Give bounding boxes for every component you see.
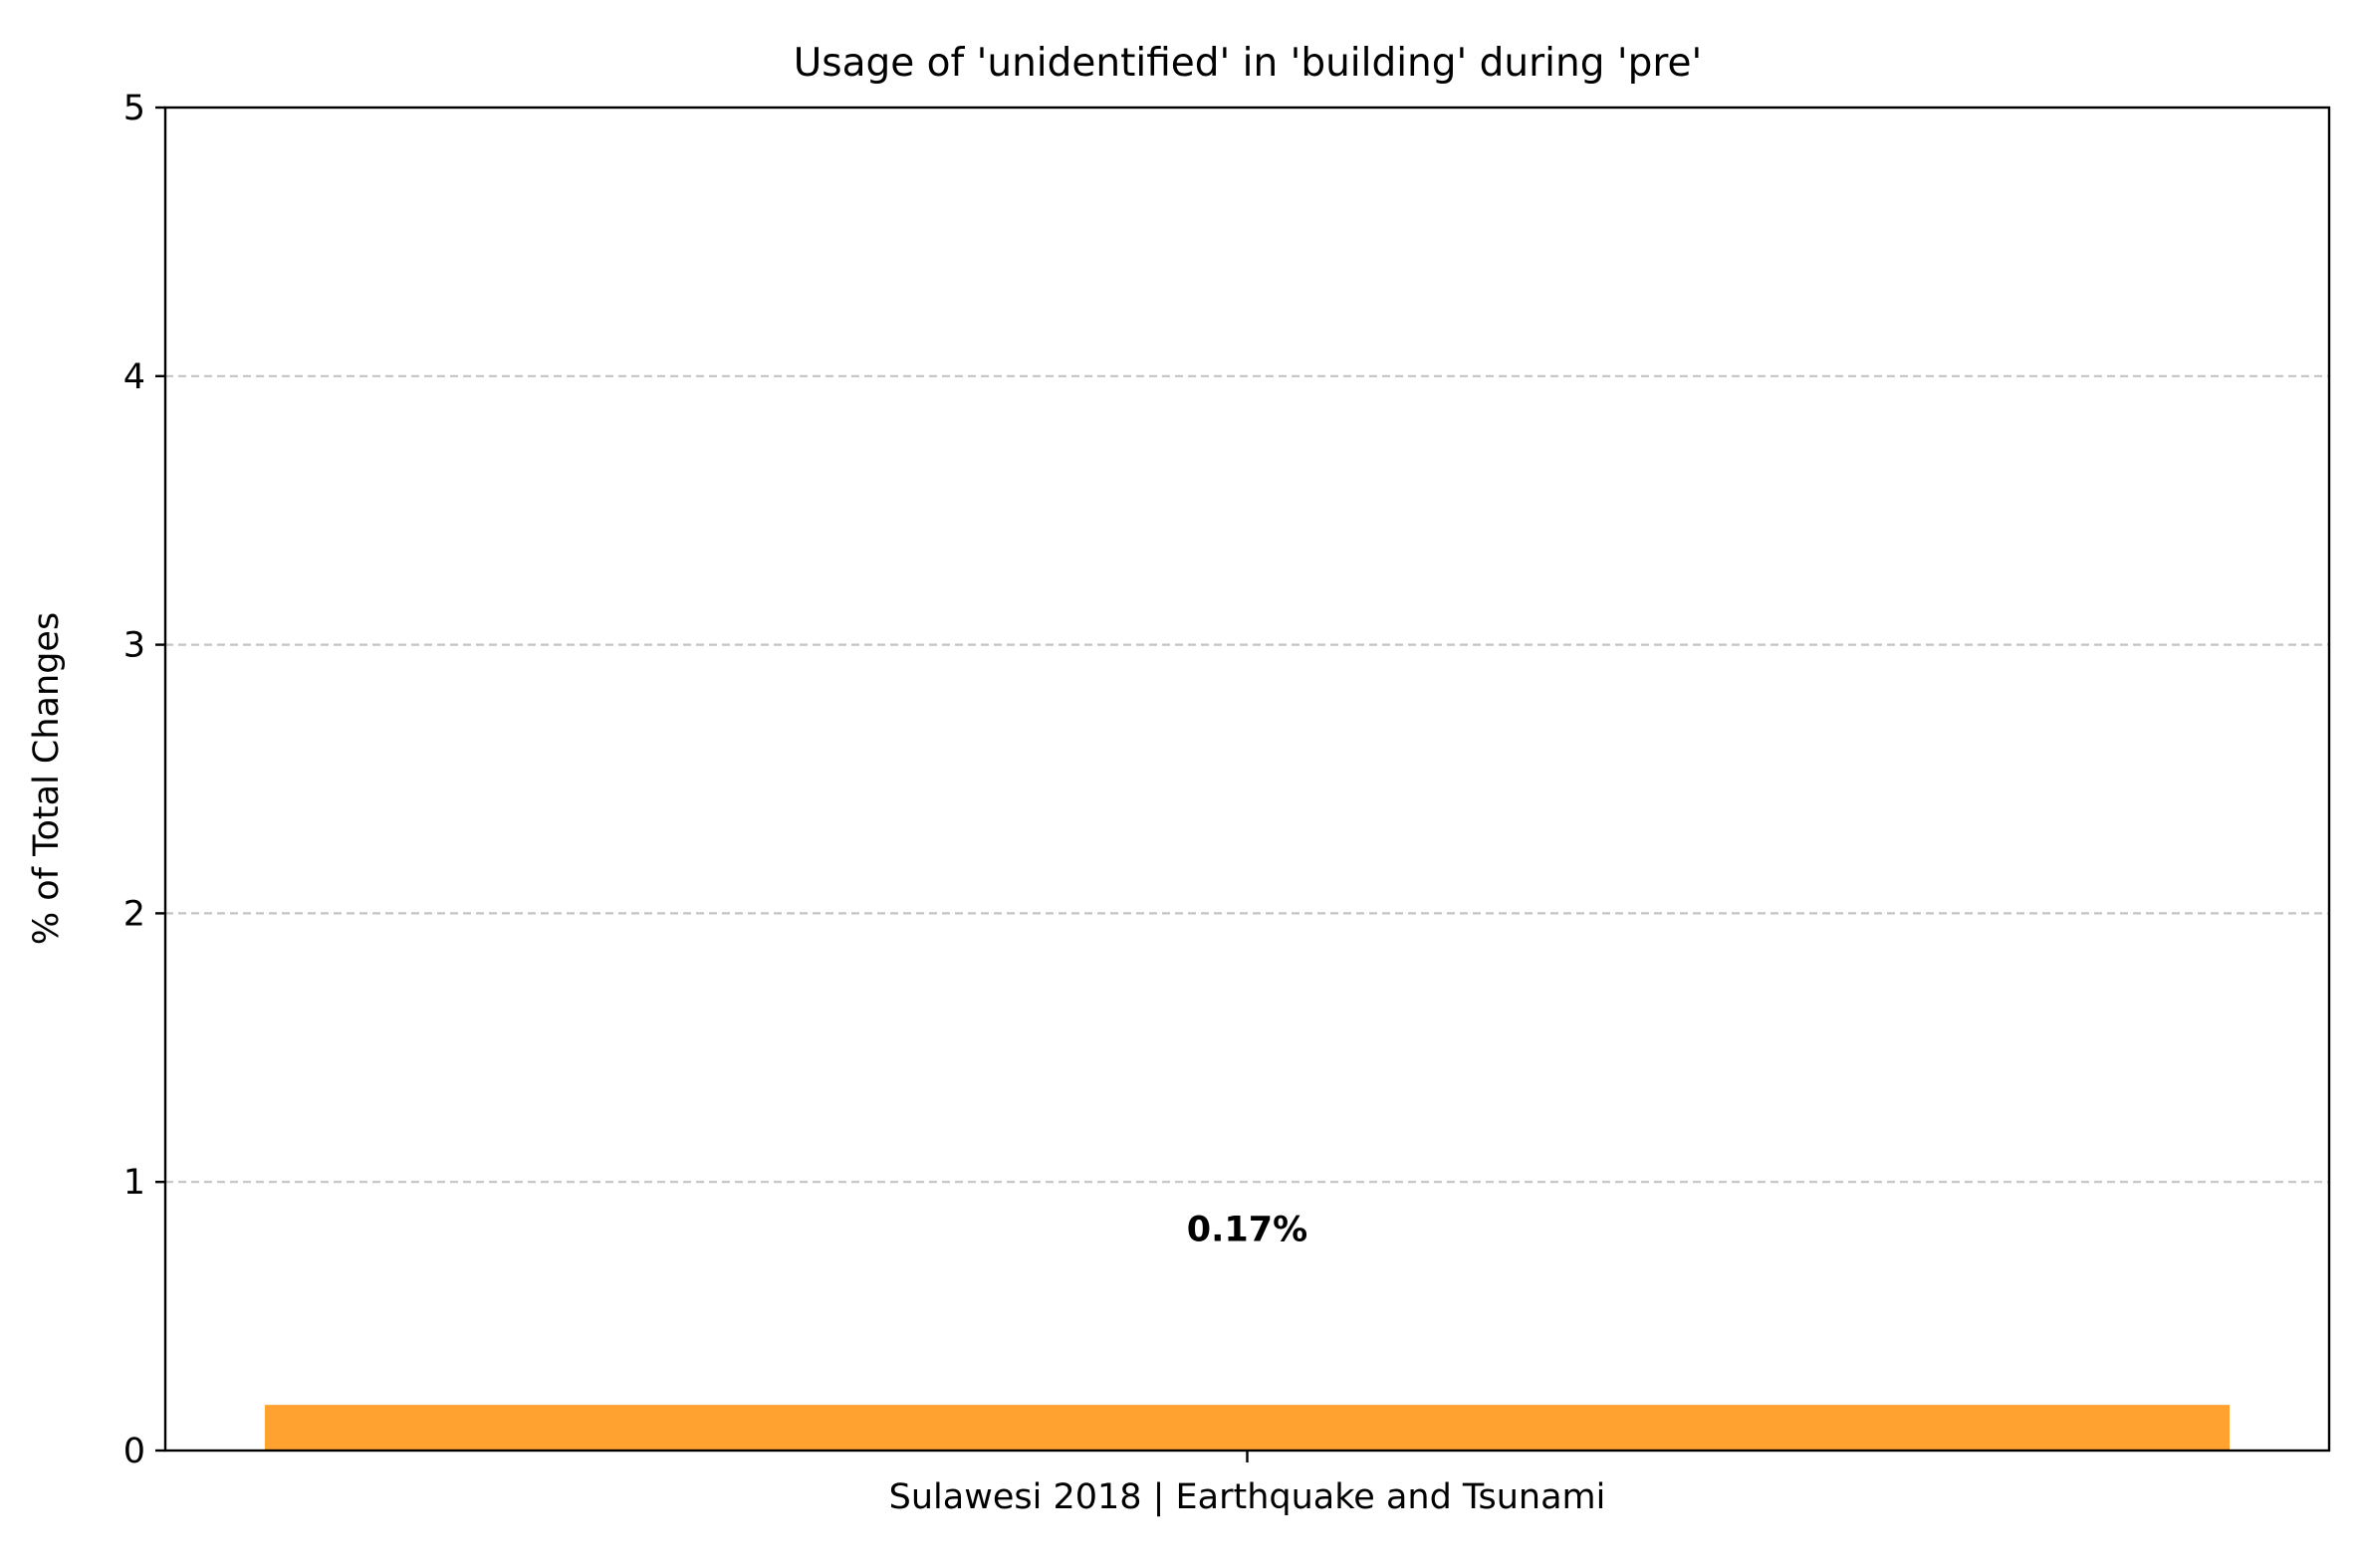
y-tick-label: 4 bbox=[123, 357, 145, 397]
x-axis-ticks: Sulawesi 2018 | Earthquake and Tsunami bbox=[889, 1451, 1606, 1517]
chart-title: Usage of 'unidentified' in 'building' du… bbox=[794, 41, 1703, 86]
x-tick-label: Sulawesi 2018 | Earthquake and Tsunami bbox=[889, 1477, 1606, 1517]
bar bbox=[264, 1405, 2231, 1451]
data-labels: 0.17% bbox=[1187, 1210, 1307, 1249]
bars bbox=[264, 1405, 2231, 1451]
y-gridlines bbox=[165, 374, 2329, 1184]
y-axis-label: % of Total Changes bbox=[27, 612, 67, 945]
y-tick-label: 5 bbox=[123, 89, 145, 128]
bar-value-label: 0.17% bbox=[1187, 1210, 1307, 1249]
y-tick-label: 1 bbox=[123, 1163, 145, 1203]
y-axis-ticks: 0 1 2 3 4 5 bbox=[123, 89, 165, 1471]
y-tick-label: 3 bbox=[123, 626, 145, 666]
y-tick-label: 2 bbox=[123, 894, 145, 934]
y-tick-label: 0 bbox=[123, 1432, 145, 1471]
